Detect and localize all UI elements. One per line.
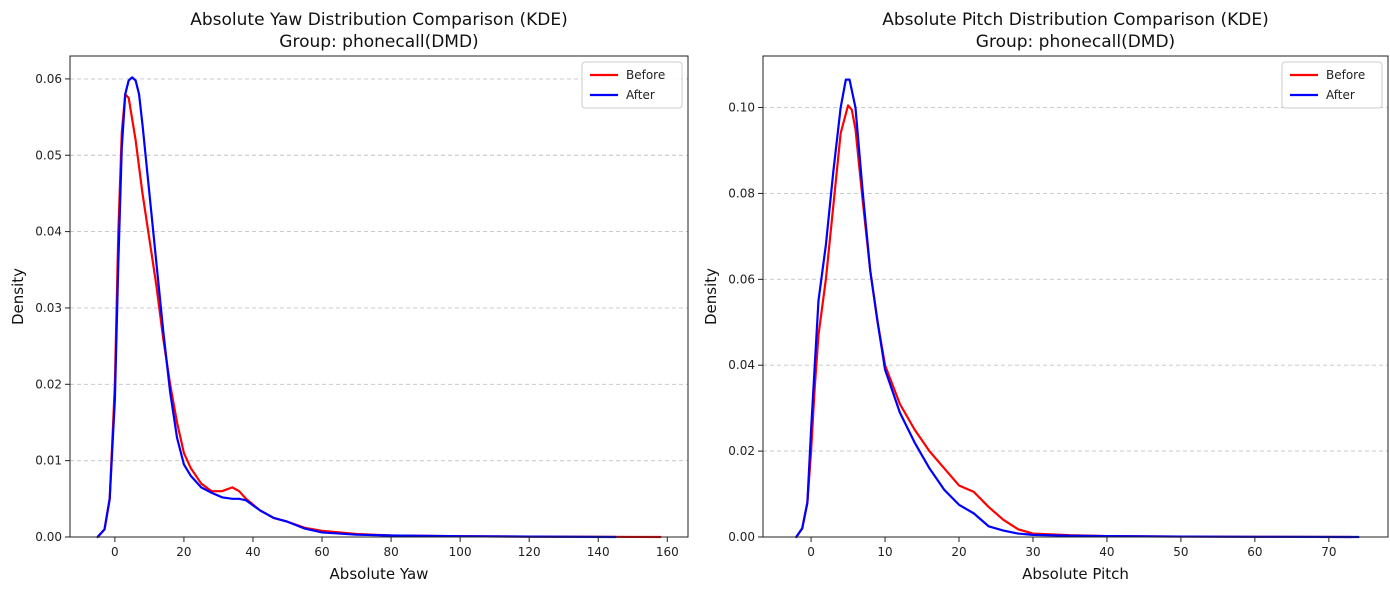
chart-1-y-tick-label: 0.03	[35, 301, 62, 315]
chart-2-x-tick-label: 20	[951, 545, 966, 559]
chart-1-title: Absolute Yaw Distribution Comparison (KD…	[190, 10, 568, 30]
chart-2-x-tick-label: 70	[1321, 545, 1336, 559]
chart-1-y-tick-label: 0.04	[35, 225, 62, 239]
chart-1-x-tick-label: 140	[587, 545, 610, 559]
chart-1-x-tick-label: 120	[518, 545, 541, 559]
chart-1-series-after-line	[96, 76, 617, 539]
chart-2-subtitle: Group: phonecall(DMD)	[976, 32, 1175, 52]
chart-2-x-tick-label: 30	[1025, 545, 1040, 559]
chart-2-y-tick-label: 0.06	[728, 272, 755, 286]
chart-1-legend-box	[581, 61, 683, 109]
chart-2-y-axis-label: Density	[702, 268, 720, 325]
chart-2-x-tick-label: 10	[877, 545, 892, 559]
chart-2-x-tick-label: 50	[1173, 545, 1188, 559]
chart-panel-1: 0 20 40 60 80 100 120 140 160 0.00 0.01 0.02 0.03 0.0…	[9, 10, 689, 583]
chart-2-x-axis-label: Absolute Pitch	[1022, 565, 1129, 583]
chart-2-legend: Before After	[1281, 61, 1383, 109]
chart-2-y-tick-label: 0.08	[728, 186, 755, 200]
chart-2-legend-label-after: After	[1326, 88, 1355, 102]
chart-2-x-tick-label: 40	[1099, 545, 1114, 559]
chart-1-x-tick-label: 40	[245, 545, 260, 559]
chart-1-x-tick-label: 80	[383, 545, 398, 559]
chart-1-y-axis-label: Density	[9, 268, 27, 325]
chart-1-series-before-line	[96, 93, 662, 539]
chart-2-series-before-line	[795, 104, 1353, 539]
chart-2-plot-frame	[762, 55, 1389, 538]
chart-2-legend-label-before: Before	[1326, 68, 1365, 82]
chart-1-x-tick-label: 0	[111, 545, 119, 559]
chart-1-x-tick-label: 60	[314, 545, 329, 559]
chart-1-y-tick-label: 0.06	[35, 72, 62, 86]
chart-2-legend-box	[1281, 61, 1383, 109]
chart-1-legend-label-after: After	[626, 88, 655, 102]
chart-2-y-tick-label: 0.10	[728, 101, 755, 115]
chart-2-title: Absolute Pitch Distribution Comparison (…	[882, 10, 1269, 30]
chart-1-plot-frame	[69, 55, 689, 538]
chart-2-x-tick-label: 60	[1247, 545, 1262, 559]
chart-panel-2: 0 10 20 30 40 50 60 70 0.00 0.02 0.04 0.06 0.08 0.10 A…	[702, 10, 1389, 583]
chart-2-x-tick-label: 0	[807, 545, 815, 559]
chart-2-y-tick-label: 0.00	[728, 530, 755, 544]
chart-1-y-tick-label: 0.00	[35, 530, 62, 544]
chart-1-y-tick-label: 0.02	[35, 377, 62, 391]
chart-1-y-tick-label: 0.05	[35, 148, 62, 162]
chart-2-y-tick-label: 0.02	[728, 444, 755, 458]
chart-2-y-tick-label: 0.04	[728, 358, 755, 372]
chart-1-x-tick-label: 100	[449, 545, 472, 559]
chart-1-x-tick-label: 160	[656, 545, 679, 559]
chart-1-legend: Before After	[581, 61, 683, 109]
chart-1-x-axis-label: Absolute Yaw	[330, 565, 429, 583]
chart-1-subtitle: Group: phonecall(DMD)	[279, 32, 478, 52]
chart-1-x-tick-label: 20	[176, 545, 191, 559]
chart-2-series-after-line	[795, 78, 1360, 539]
chart-1-y-tick-label: 0.01	[35, 454, 62, 468]
chart-1-legend-label-before: Before	[626, 68, 665, 82]
